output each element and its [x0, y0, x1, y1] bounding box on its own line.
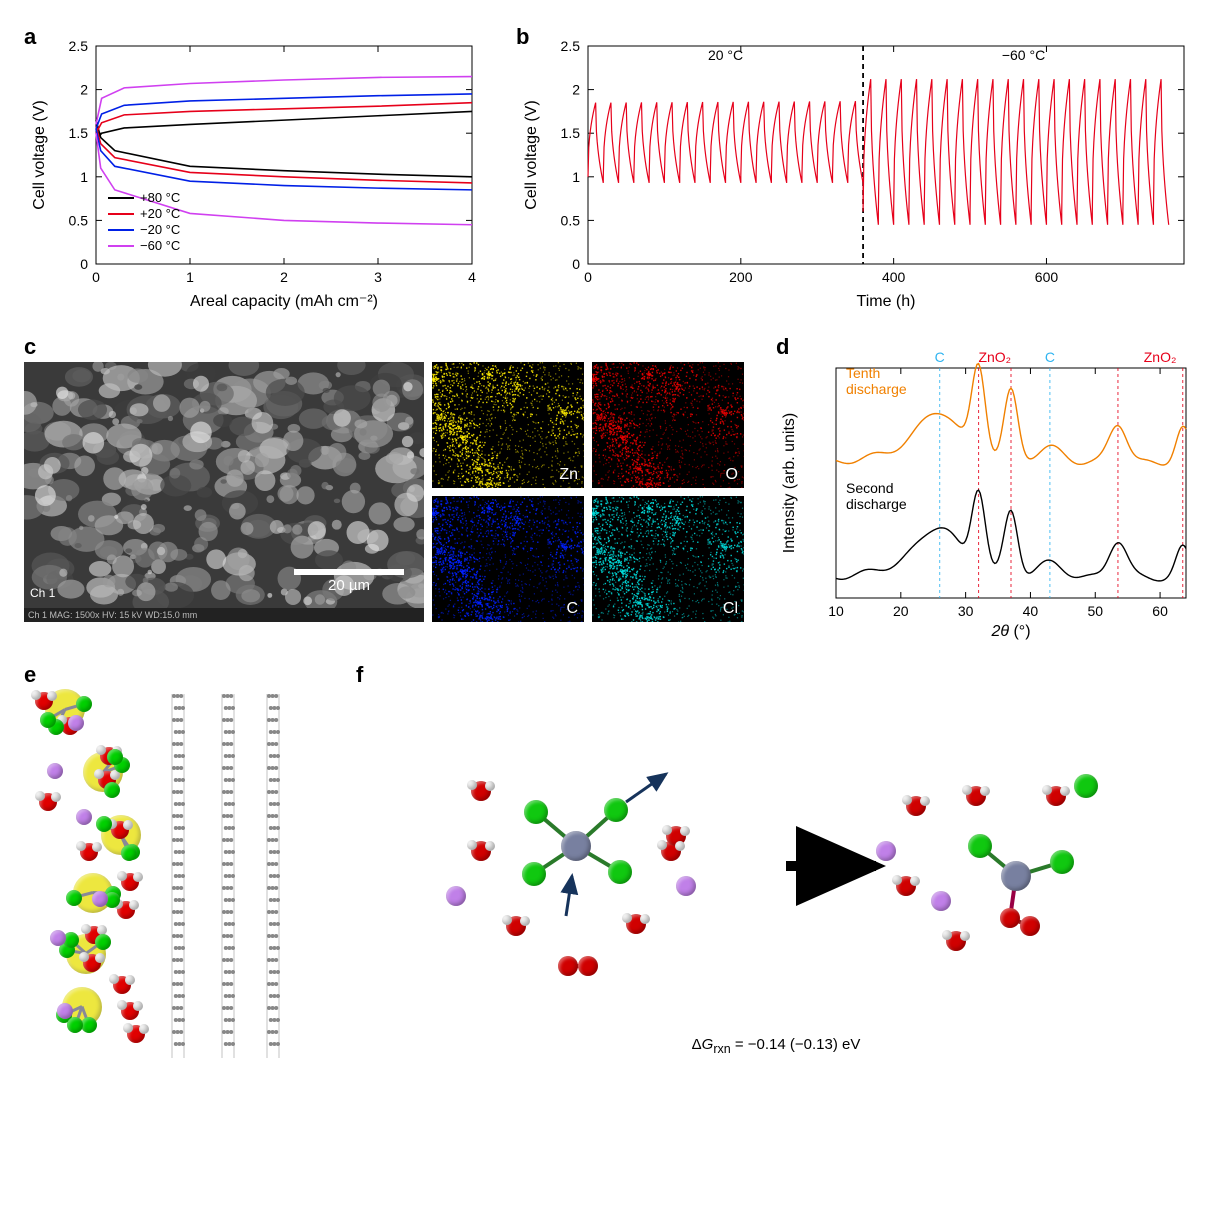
svg-text:400: 400 [882, 269, 906, 285]
svg-text:1.5: 1.5 [561, 125, 581, 141]
svg-text:0: 0 [584, 269, 592, 285]
eds-label-cl: Cl [723, 600, 738, 618]
sem-scale-bar [294, 569, 404, 575]
sem-scale-label: 20 µm [328, 577, 370, 594]
panel-b: b 0 200 400 600 0 0.5 1 1.5 2 2.5 Time (h) Cell vol… [516, 24, 1196, 314]
panel-d: d 1020304050602θ (°)Intensity (arb. unit… [776, 338, 1196, 642]
svg-text:−60 °C: −60 °C [140, 238, 180, 253]
svg-text:0: 0 [80, 256, 88, 272]
sem-image: Ch 1 20 µm Ch 1 MAG: 1500x HV: 15 kV WD:… [24, 362, 424, 622]
sem-footer: Ch 1 MAG: 1500x HV: 15 kV WD:15.0 mm [24, 608, 424, 622]
svg-text:1.5: 1.5 [69, 125, 89, 141]
svg-text:Cell voltage (V): Cell voltage (V) [523, 100, 540, 209]
panel-b-label: b [516, 24, 529, 50]
panel-f-label: f [356, 662, 363, 688]
eds-map-zn: Zn [432, 362, 584, 488]
panel-d-xrd: 1020304050602θ (°)Intensity (arb. units)… [776, 342, 1196, 642]
svg-text:2.5: 2.5 [561, 38, 581, 54]
eds-map-c: C [432, 496, 584, 622]
eds-map-o: O [592, 362, 744, 488]
svg-text:Areal capacity (mAh cm⁻²): Areal capacity (mAh cm⁻²) [190, 293, 378, 310]
svg-text:+80 °C: +80 °C [140, 190, 180, 205]
svg-text:2: 2 [280, 269, 288, 285]
panel-c: c Ch 1 20 µm Ch 1 MAG: 1500x HV: 15 kV W… [24, 338, 744, 642]
md-snapshot [24, 686, 304, 1066]
svg-text:0: 0 [572, 256, 580, 272]
panel-f: f ΔGrxn = −0.14 (−0.13) eV [356, 666, 1196, 1066]
eds-label-c: C [566, 600, 578, 618]
panel-a: a 0 1 2 3 4 0 0.5 1 1.5 2 2.5 Areal capacity (mAh c… [24, 24, 484, 314]
svg-text:0.5: 0.5 [561, 212, 581, 228]
svg-text:3: 3 [374, 269, 382, 285]
panel-a-chart: 0 1 2 3 4 0 0.5 1 1.5 2 2.5 Areal capacity (mAh cm⁻… [24, 24, 484, 314]
svg-text:1: 1 [80, 169, 88, 185]
panel-a-label: a [24, 24, 36, 50]
svg-text:Time (h): Time (h) [857, 293, 916, 310]
svg-text:2: 2 [572, 82, 580, 98]
svg-text:2: 2 [80, 82, 88, 98]
svg-text:20 °C: 20 °C [708, 47, 743, 63]
svg-text:600: 600 [1035, 269, 1059, 285]
svg-text:1: 1 [186, 269, 194, 285]
svg-text:1: 1 [572, 169, 580, 185]
eds-grid: Zn O C Cl [432, 362, 744, 622]
panel-d-label: d [776, 334, 789, 360]
svg-text:+20 °C: +20 °C [140, 206, 180, 221]
svg-text:−20 °C: −20 °C [140, 222, 180, 237]
svg-text:0.5: 0.5 [69, 212, 89, 228]
panel-b-chart: 0 200 400 600 0 0.5 1 1.5 2 2.5 Time (h) Cell volta… [516, 24, 1196, 314]
svg-text:2.5: 2.5 [69, 38, 89, 54]
panel-e-label: e [24, 662, 36, 688]
eds-label-zn: Zn [559, 466, 578, 484]
svg-text:−60 °C: −60 °C [1002, 47, 1045, 63]
panel-c-label: c [24, 334, 36, 360]
panel-e: e [24, 666, 324, 1066]
svg-text:200: 200 [729, 269, 753, 285]
svg-text:4: 4 [468, 269, 476, 285]
svg-text:Cell voltage (V): Cell voltage (V) [31, 100, 48, 209]
reaction-caption: ΔGrxn = −0.14 (−0.13) eV [692, 1036, 861, 1053]
svg-text:0: 0 [92, 269, 100, 285]
eds-map-cl: Cl [592, 496, 744, 622]
sem-channel-label: Ch 1 [30, 586, 55, 600]
reaction-scheme [356, 706, 1196, 1026]
eds-label-o: O [726, 466, 738, 484]
